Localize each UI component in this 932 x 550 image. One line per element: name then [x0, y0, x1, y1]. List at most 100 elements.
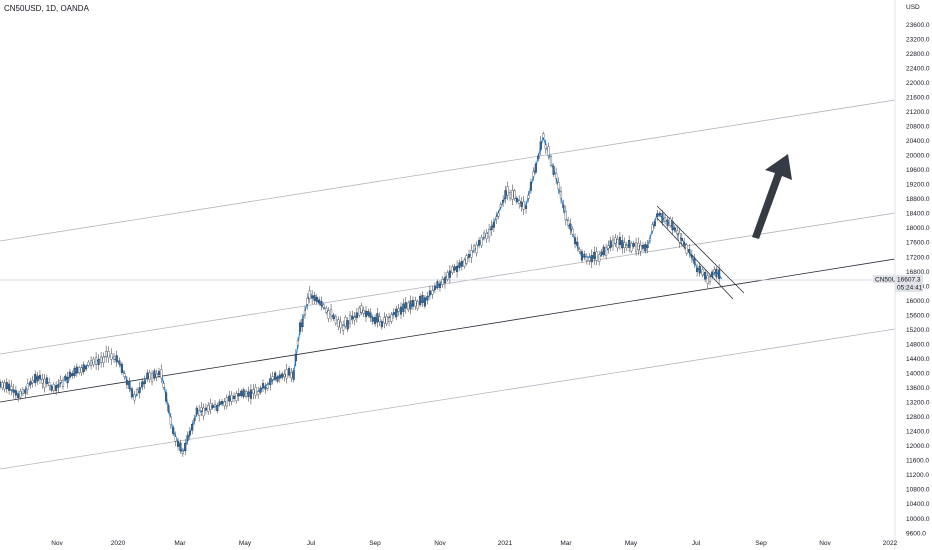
- candle-body: [419, 295, 422, 306]
- candle-body: [232, 395, 236, 399]
- candle-body: [257, 391, 260, 395]
- candle-body: [71, 373, 74, 376]
- candle-body: [409, 300, 412, 310]
- candle-body: [162, 383, 165, 388]
- candle-body: [685, 244, 688, 254]
- candle-body: [320, 301, 323, 306]
- candle-body: [198, 410, 201, 416]
- candle-body: [360, 305, 363, 313]
- candle-body: [646, 245, 649, 249]
- time-axis[interactable]: Nov 2020 Mar May Jul Sep Nov 2021 Mar May Jul Sep No…: [51, 540, 897, 547]
- candle-body: [578, 249, 581, 252]
- candle-body: [155, 373, 158, 378]
- candle-body: [421, 295, 424, 303]
- y-tick-label: 16000.0: [906, 298, 930, 305]
- candle-body: [148, 372, 151, 380]
- x-tick-label: Nov: [51, 540, 63, 547]
- wedge-upper-line: [656, 205, 745, 294]
- x-tick-label: Mar: [560, 540, 572, 547]
- x-tick-label: Mar: [174, 540, 186, 547]
- y-tick-label: 14800.0: [906, 341, 930, 348]
- candle-body: [5, 382, 8, 390]
- y-tick-label: 18400.0: [906, 211, 930, 218]
- candle-body: [637, 242, 640, 250]
- candle-body: [701, 269, 704, 276]
- y-tick-label: 21600.0: [906, 94, 930, 101]
- candle-body: [593, 252, 596, 260]
- candle-body: [373, 317, 377, 325]
- y-tick-label: 19600.0: [906, 167, 930, 174]
- candle-body: [294, 354, 297, 362]
- candle-body: [120, 363, 123, 373]
- candle-body: [567, 220, 570, 226]
- candle-body: [225, 397, 228, 407]
- candle-body: [611, 239, 615, 247]
- candle-body: [661, 213, 664, 223]
- y-tick-label: 12400.0: [906, 429, 930, 436]
- candle-body: [73, 367, 76, 376]
- candle-body: [41, 379, 44, 384]
- candle-body: [176, 441, 180, 447]
- candle-body: [502, 199, 505, 203]
- candle-body: [555, 172, 558, 179]
- up-arrow-icon: [752, 154, 792, 239]
- candle-body: [671, 221, 674, 231]
- candle-body: [115, 355, 118, 363]
- candle-body: [632, 243, 635, 247]
- candle-body: [648, 238, 652, 241]
- candle-body: [455, 266, 459, 273]
- candle-body: [602, 246, 605, 256]
- candle-body: [436, 281, 439, 288]
- candle-body: [460, 260, 463, 267]
- candle-body: [313, 295, 316, 301]
- channel-middle-line: [0, 212, 896, 355]
- y-tick-label: 20000.0: [906, 153, 930, 160]
- x-tick-label: 2021: [498, 540, 513, 547]
- candle-body: [174, 436, 177, 442]
- candle-body: [10, 386, 13, 390]
- candle-body: [576, 241, 579, 247]
- y-tick-label: 10000.0: [906, 516, 930, 523]
- candle-body: [218, 401, 221, 405]
- candle-body: [385, 316, 388, 325]
- candle-body: [14, 390, 17, 396]
- candle-body: [383, 317, 386, 324]
- candle-body: [82, 364, 85, 372]
- candle-body: [708, 276, 712, 282]
- candles-layer: [0, 131, 723, 457]
- price-axis[interactable]: 9600.0 10000.0 10400.0 10800.0 11200.0 11600.…: [906, 4, 930, 537]
- candle-body: [358, 307, 361, 316]
- candle-body: [249, 389, 252, 399]
- x-tick-label: Jul: [307, 540, 316, 547]
- candle-body: [641, 244, 645, 249]
- y-tick-label: 20800.0: [906, 124, 930, 131]
- candle-body: [179, 442, 182, 452]
- candle-body: [690, 255, 693, 258]
- y-tick-label: 22800.0: [906, 51, 930, 58]
- candle-body: [66, 376, 69, 384]
- x-tick-label: Sep: [369, 540, 381, 547]
- price-tag-box: [895, 275, 923, 292]
- candle-body: [448, 270, 451, 278]
- y-tick-label: 18800.0: [906, 196, 930, 203]
- candle-body: [395, 308, 398, 318]
- candle-body: [569, 223, 572, 230]
- candle-body: [216, 405, 219, 412]
- candle-body: [184, 442, 187, 452]
- y-tick-label: 14000.0: [906, 370, 930, 377]
- candle-body: [477, 239, 481, 246]
- candle-body: [446, 272, 449, 280]
- y-tick-label: 11600.0: [906, 458, 929, 465]
- candle-body: [433, 285, 437, 290]
- candle-body: [539, 141, 542, 150]
- candle-body: [656, 213, 659, 217]
- candle-body: [590, 254, 593, 263]
- candle-body: [678, 232, 681, 243]
- candle-body: [292, 370, 295, 380]
- candle-body: [698, 265, 701, 274]
- candle-body: [3, 382, 6, 390]
- y-tick-label: 17600.0: [906, 240, 930, 247]
- candle-body: [404, 302, 407, 309]
- y-tick-label: 17200.0: [906, 254, 930, 261]
